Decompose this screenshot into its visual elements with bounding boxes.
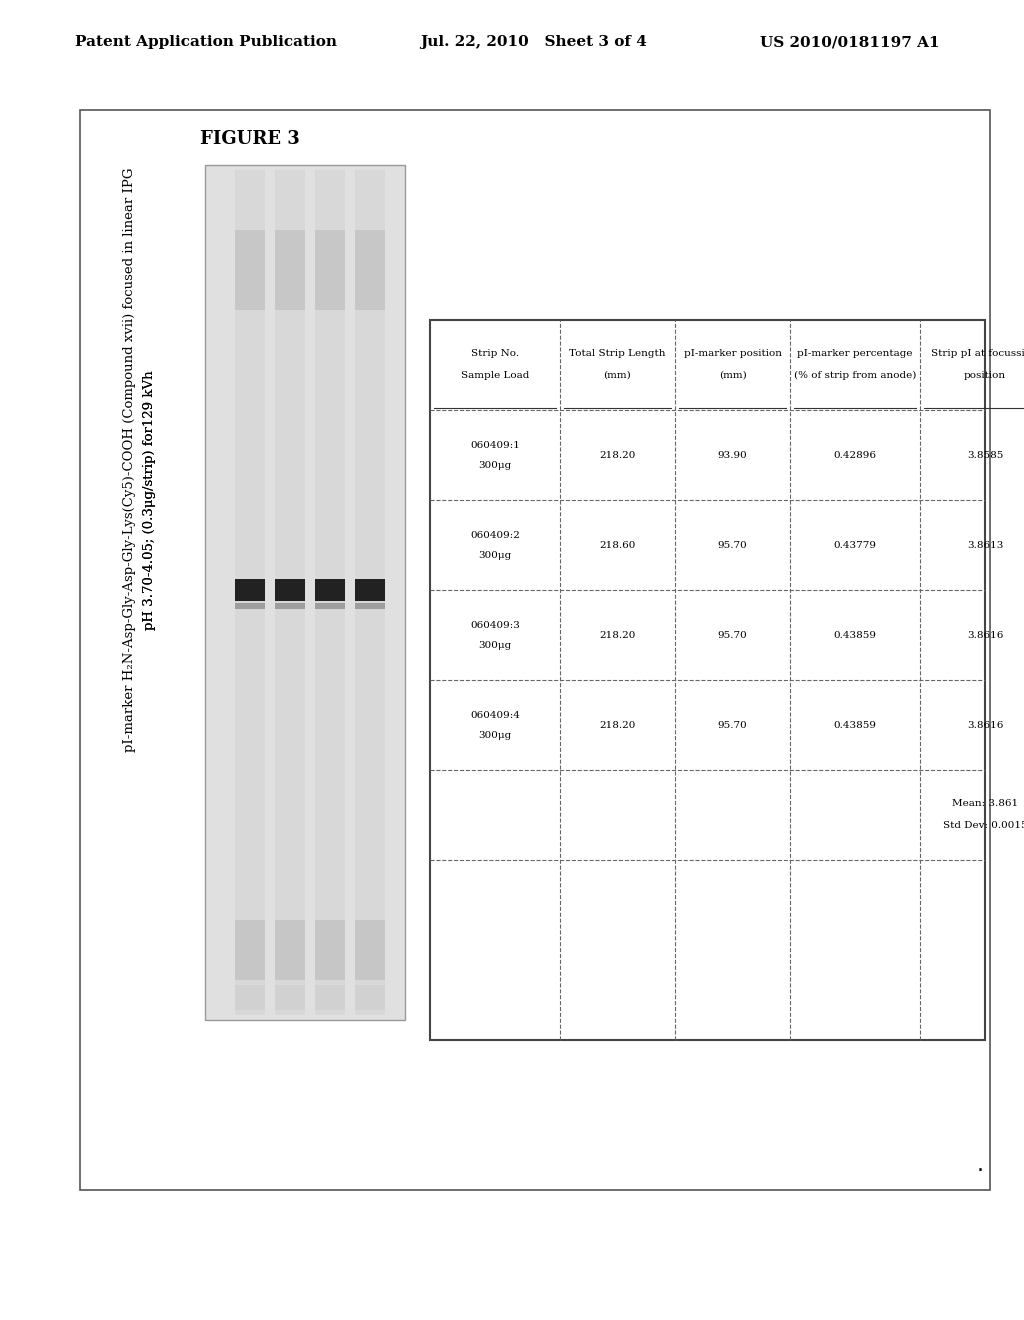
Text: 0.43779: 0.43779 — [834, 540, 877, 549]
Text: 0.43859: 0.43859 — [834, 721, 877, 730]
Text: pH 3.70-4.05; (0.3μg/strip) for129 kVh: pH 3.70-4.05; (0.3μg/strip) for129 kVh — [143, 370, 157, 630]
Bar — [275, 985, 305, 1010]
Text: Total Strip Length: Total Strip Length — [569, 348, 666, 358]
Bar — [315, 230, 345, 310]
Text: Patent Application Publication: Patent Application Publication — [75, 36, 337, 49]
Bar — [234, 920, 265, 979]
Bar — [315, 579, 345, 601]
Bar — [275, 170, 305, 1015]
Bar — [315, 985, 345, 1010]
Text: .: . — [977, 1155, 983, 1175]
Text: (% of strip from anode): (% of strip from anode) — [794, 371, 916, 380]
Text: (mm): (mm) — [719, 371, 746, 380]
Text: 300μg: 300μg — [478, 550, 512, 560]
Text: 060409:3: 060409:3 — [470, 620, 520, 630]
Bar — [315, 920, 345, 979]
Text: 3.8585: 3.8585 — [967, 450, 1004, 459]
Text: pI-marker H₂N-Asp-Gly-Asp-Gly-Lys(Cy5)-COOH (Compound xvii) focused in linear IP: pI-marker H₂N-Asp-Gly-Asp-Gly-Lys(Cy5)-C… — [124, 168, 136, 752]
Text: 300μg: 300μg — [478, 461, 512, 470]
Text: 95.70: 95.70 — [718, 721, 748, 730]
Bar — [315, 603, 345, 609]
Text: (mm): (mm) — [603, 371, 632, 380]
Text: 3.8613: 3.8613 — [967, 540, 1004, 549]
Bar — [234, 603, 265, 609]
Text: 060409:4: 060409:4 — [470, 710, 520, 719]
Text: Strip No.: Strip No. — [471, 348, 519, 358]
Text: 3.8616: 3.8616 — [967, 721, 1004, 730]
Text: 0.42896: 0.42896 — [834, 450, 877, 459]
Text: 218.20: 218.20 — [599, 631, 636, 639]
Bar — [275, 920, 305, 979]
Bar — [355, 170, 385, 1015]
Bar — [355, 920, 385, 979]
Text: 060409:2: 060409:2 — [470, 531, 520, 540]
Text: 300μg: 300μg — [478, 730, 512, 739]
Text: pI-marker percentage: pI-marker percentage — [798, 348, 912, 358]
Text: Mean: 3.861: Mean: 3.861 — [952, 799, 1018, 808]
Text: Jul. 22, 2010   Sheet 3 of 4: Jul. 22, 2010 Sheet 3 of 4 — [420, 36, 647, 49]
Text: 218.60: 218.60 — [599, 540, 636, 549]
Text: FIGURE 3: FIGURE 3 — [200, 129, 300, 148]
Text: 95.70: 95.70 — [718, 631, 748, 639]
Text: 060409:1: 060409:1 — [470, 441, 520, 450]
Bar — [234, 230, 265, 310]
Text: 300μg: 300μg — [478, 640, 512, 649]
Text: 95.70: 95.70 — [718, 540, 748, 549]
Bar — [355, 603, 385, 609]
Bar — [234, 579, 265, 601]
Bar — [355, 230, 385, 310]
Bar — [80, 110, 990, 1191]
Text: 0.43859: 0.43859 — [834, 631, 877, 639]
Text: Sample Load: Sample Load — [461, 371, 529, 380]
Bar — [275, 230, 305, 310]
Text: Std Dev: 0.0015: Std Dev: 0.0015 — [943, 821, 1024, 829]
Text: pI-marker position: pI-marker position — [683, 348, 781, 358]
Text: US 2010/0181197 A1: US 2010/0181197 A1 — [760, 36, 940, 49]
Text: position: position — [964, 371, 1006, 380]
Text: 93.90: 93.90 — [718, 450, 748, 459]
Bar — [355, 985, 385, 1010]
Bar — [234, 985, 265, 1010]
Bar — [355, 579, 385, 601]
Bar — [430, 319, 985, 1040]
Text: 218.20: 218.20 — [599, 450, 636, 459]
Bar — [315, 170, 345, 1015]
Text: Strip pI at focussing: Strip pI at focussing — [932, 348, 1024, 358]
Bar — [275, 579, 305, 601]
Text: 3.8616: 3.8616 — [967, 631, 1004, 639]
Bar — [205, 165, 406, 1020]
Bar — [234, 170, 265, 1015]
Text: 218.20: 218.20 — [599, 721, 636, 730]
Bar — [275, 603, 305, 609]
Text: pH 3.70-4.05; (0.3μg/strip) for129 kVh: pH 3.70-4.05; (0.3μg/strip) for129 kVh — [143, 370, 157, 630]
